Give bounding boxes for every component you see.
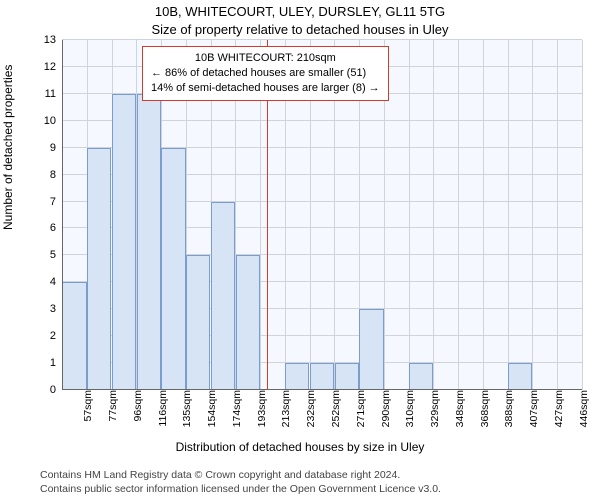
footer-attribution: Contains HM Land Registry data © Crown c…: [0, 468, 600, 496]
x-tick-label: 135sqm: [177, 390, 193, 427]
x-tick-label: 329sqm: [425, 390, 441, 427]
y-tick-label: 3: [50, 303, 62, 315]
footer-line1: Contains HM Land Registry data © Crown c…: [40, 468, 580, 482]
x-tick-label: 232sqm: [301, 390, 317, 427]
gridline-v: [532, 40, 533, 390]
y-tick-label: 7: [50, 196, 62, 208]
histogram-bar: [211, 202, 235, 390]
y-tick-label: 4: [50, 276, 62, 288]
annotation-line1: 10B WHITECOURT: 210sqm: [151, 51, 380, 66]
histogram-bar: [112, 94, 136, 390]
histogram-bar: [335, 363, 359, 390]
y-tick-label: 0: [50, 384, 62, 396]
plot-area: 10B WHITECOURT: 210sqm ← 86% of detached…: [62, 40, 582, 390]
x-tick-label: 57sqm: [78, 390, 94, 422]
y-tick-label: 11: [45, 88, 62, 100]
gridline-v: [582, 40, 583, 390]
y-tick-label: 10: [44, 115, 62, 127]
annotation-box: 10B WHITECOURT: 210sqm ← 86% of detached…: [142, 46, 389, 101]
chart-title-line1: 10B, WHITECOURT, ULEY, DURSLEY, GL11 5TG: [0, 4, 600, 19]
x-tick-label: 388sqm: [499, 390, 515, 427]
y-tick-label: 13: [44, 34, 62, 46]
y-tick-label: 8: [50, 169, 62, 181]
histogram-bar: [87, 148, 111, 390]
y-tick-label: 6: [50, 222, 62, 234]
x-tick-label: 348sqm: [450, 390, 466, 427]
chart-title-line2: Size of property relative to detached ho…: [0, 22, 600, 37]
x-tick-label: 77sqm: [103, 390, 119, 422]
y-axis-line: [62, 40, 63, 390]
x-tick-label: 96sqm: [128, 390, 144, 422]
annotation-line3: 14% of semi-detached houses are larger (…: [151, 81, 380, 96]
histogram-bar: [508, 363, 532, 390]
x-tick-label: 427sqm: [549, 390, 565, 427]
histogram-bar: [409, 363, 433, 390]
x-tick-label: 174sqm: [227, 390, 243, 427]
x-tick-label: 154sqm: [202, 390, 218, 427]
x-tick-label: 252sqm: [326, 390, 342, 427]
y-tick-label: 1: [50, 357, 62, 369]
x-tick-label: 368sqm: [475, 390, 491, 427]
x-tick-label: 116sqm: [153, 390, 169, 427]
x-tick-label: 193sqm: [252, 390, 268, 427]
histogram-bar: [236, 255, 260, 390]
gridline-v: [557, 40, 558, 390]
x-tick-label: 271sqm: [351, 390, 367, 427]
histogram-bar: [285, 363, 309, 390]
histogram-bar: [186, 255, 210, 390]
gridline-h: [62, 39, 582, 40]
gridline-v: [433, 40, 434, 390]
y-tick-label: 9: [50, 142, 62, 154]
gridline-v: [458, 40, 459, 390]
y-tick-label: 12: [44, 61, 62, 73]
gridline-v: [409, 40, 410, 390]
histogram-bar: [310, 363, 334, 390]
y-tick-label: 5: [50, 249, 62, 261]
x-tick-label: 446sqm: [574, 390, 590, 427]
histogram-bar: [161, 148, 185, 390]
x-tick-label: 290sqm: [376, 390, 392, 427]
annotation-line2: ← 86% of detached houses are smaller (51…: [151, 66, 380, 81]
x-tick-label: 407sqm: [524, 390, 540, 427]
x-tick-label: 310sqm: [400, 390, 416, 427]
histogram-bar: [359, 309, 383, 390]
gridline-v: [483, 40, 484, 390]
x-tick-label: 213sqm: [276, 390, 292, 427]
histogram-bar: [137, 94, 161, 390]
y-axis-label: Number of detached properties: [1, 65, 15, 230]
footer-line2: Contains public sector information licen…: [40, 482, 580, 496]
chart-container: 10B, WHITECOURT, ULEY, DURSLEY, GL11 5TG…: [0, 0, 600, 500]
gridline-v: [508, 40, 509, 390]
y-tick-label: 2: [50, 330, 62, 342]
x-axis-label: Distribution of detached houses by size …: [0, 440, 600, 454]
histogram-bar: [62, 282, 86, 390]
